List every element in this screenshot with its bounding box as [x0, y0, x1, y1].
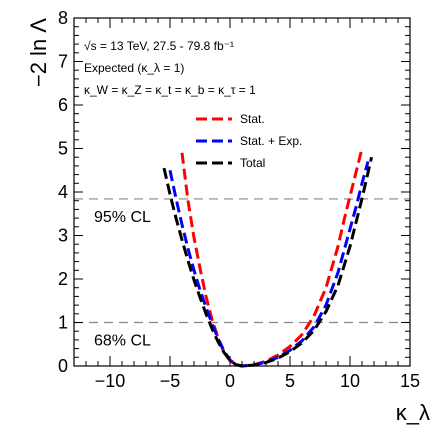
y-tick-label: 1: [58, 313, 68, 333]
x-tick-label: 10: [340, 371, 360, 391]
y-tick-label: 8: [58, 8, 68, 28]
y-tick-label: 2: [58, 269, 68, 289]
y-axis: 0 1 2 3 4 5 6 7 8: [58, 8, 410, 376]
legend-label-0: Stat.: [240, 112, 265, 126]
x-tick-label: 0: [225, 371, 235, 391]
series-curve-0: [180, 148, 364, 368]
info-block: √s = 13 TeV, 27.5 - 79.8 fb⁻¹ Expected (…: [84, 39, 256, 97]
x-tick-label: 5: [285, 371, 295, 391]
x-tick-label: 15: [400, 371, 420, 391]
energy-lumi-text: √s = 13 TeV, 27.5 - 79.8 fb⁻¹: [84, 39, 234, 53]
y-tick-label: 3: [58, 226, 68, 246]
cl-labels: 95% CL 68% CL: [94, 209, 151, 350]
legend: Stat. Stat. + Exp. Total: [196, 112, 302, 170]
x-axis-title: κ_λ: [396, 400, 430, 425]
reference-lines: [74, 198, 410, 324]
legend-label-1: Stat. + Exp.: [240, 134, 302, 148]
cl-label-0: 95% CL: [94, 209, 151, 226]
y-tick-label: 5: [58, 139, 68, 159]
y-tick-label: 6: [58, 95, 68, 115]
y-tick-label: 0: [58, 356, 68, 376]
y-axis-title: −2 ln Λ: [26, 18, 51, 87]
series-curve-2: [162, 156, 374, 368]
expected-text: Expected (κ_λ = 1): [84, 61, 184, 75]
coupling-text: κ_W = κ_Z = κ_t = κ_b = κ_τ = 1: [84, 83, 256, 97]
x-tick-label: −10: [95, 371, 126, 391]
cl-label-1: 68% CL: [94, 333, 151, 350]
y-tick-label: 4: [58, 182, 68, 202]
x-tick-label: −5: [160, 371, 181, 391]
x-axis: −10 −5 0 5 10 15: [73, 18, 420, 391]
likelihood-curves: [162, 148, 374, 368]
legend-label-2: Total: [240, 156, 265, 170]
y-tick-label: 7: [58, 52, 68, 72]
